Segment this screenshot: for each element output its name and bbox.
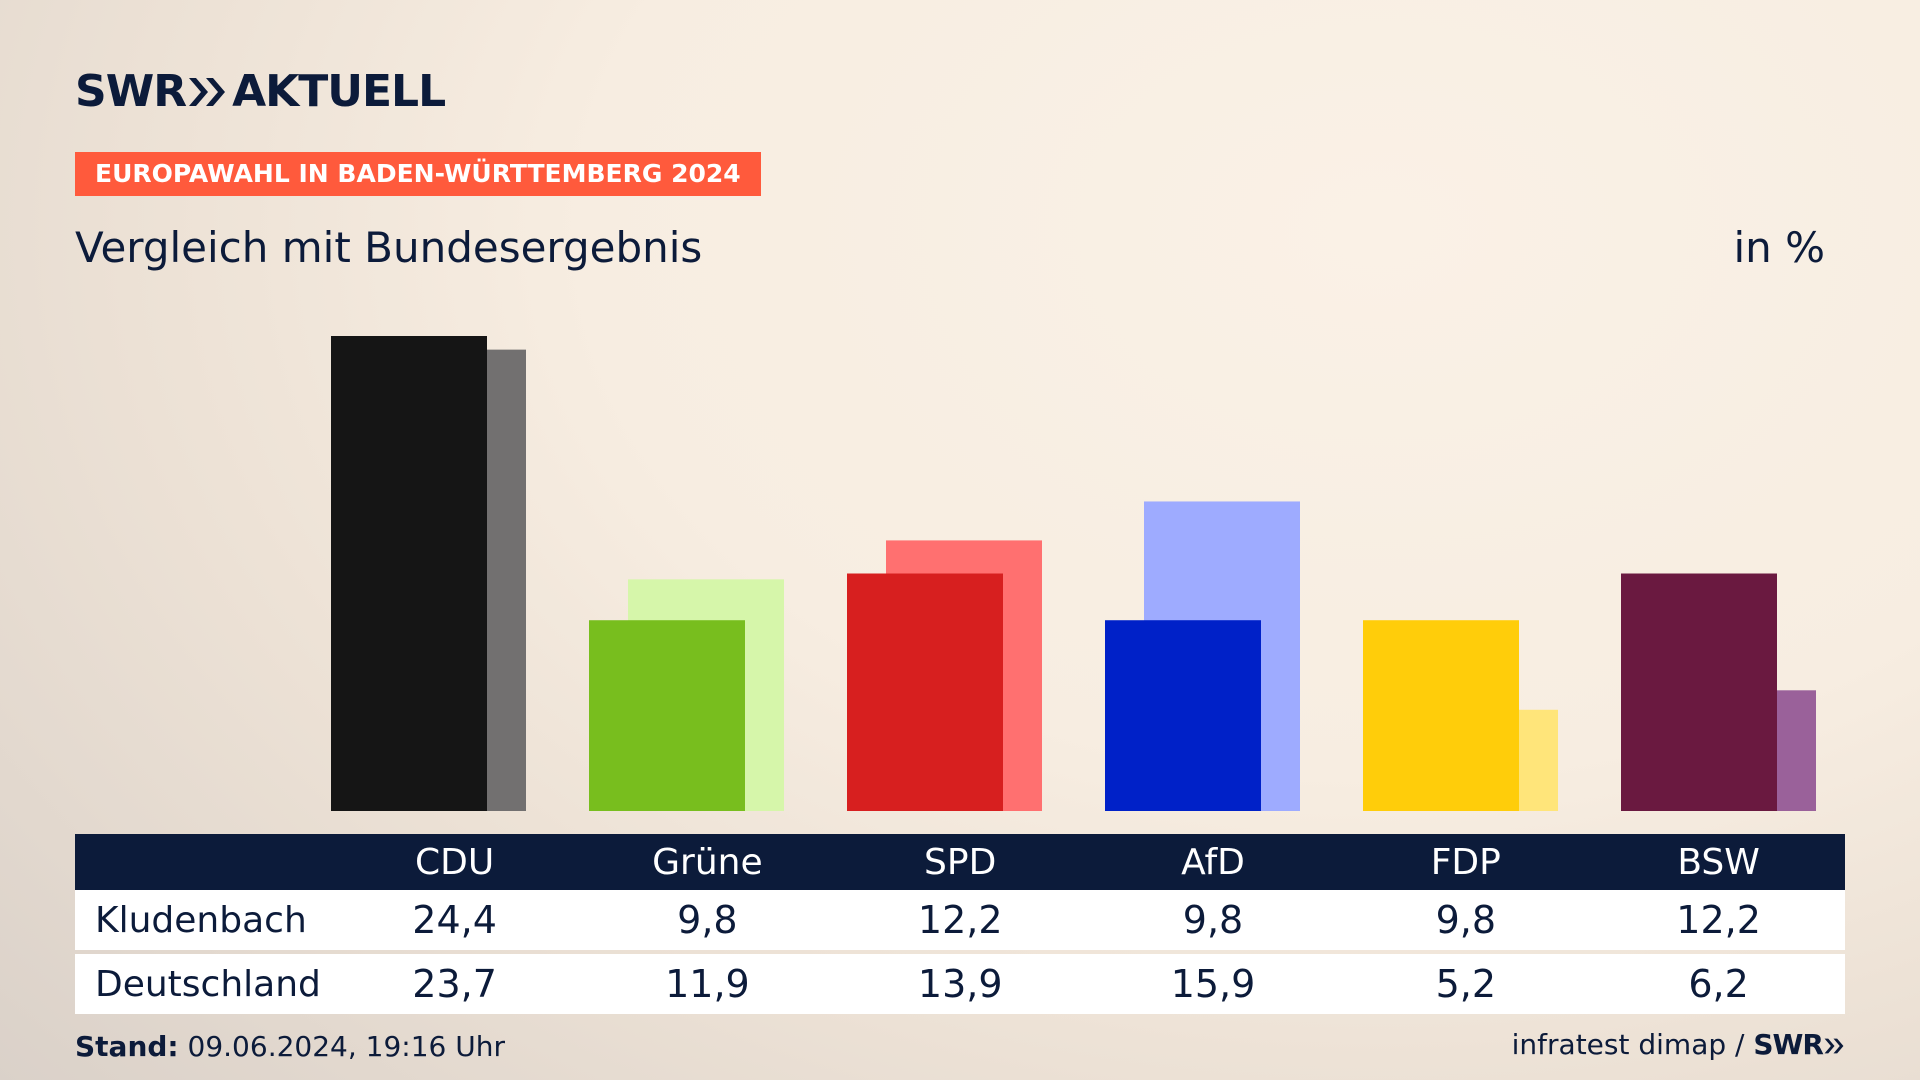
value-cell: 11,9 [665,962,750,1006]
table-header: CDU Grüne SPD AfD FDP BSW [75,834,1845,890]
value-cell: 12,2 [1676,898,1761,942]
results-table: CDU Grüne SPD AfD FDP BSW Kludenbach 24,… [75,834,1845,1014]
logo-product-text: AKTUELL [232,66,446,117]
header-bsw: BSW [1677,841,1760,883]
value-cell: 15,9 [1170,962,1256,1006]
row-label: Deutschland [95,963,321,1005]
row-label: Kludenbach [95,899,307,941]
source-text: infratest dimap / [1511,1028,1745,1061]
bar-kludenbach-cdu [331,336,487,811]
header-gruene: Grüne [652,841,763,883]
bar-kludenbach-fdp [1363,620,1519,811]
double-chevron-icon [189,78,226,106]
header-spd: SPD [924,841,997,883]
swr-aktuell-logo: SWR AKTUELL [75,70,446,114]
value-cell: 6,2 [1688,962,1749,1006]
chart-subtitle: Vergleich mit Bundesergebnis [75,223,703,272]
timestamp: Stand: 09.06.2024, 19:16 Uhr [75,1030,505,1063]
header-fdp: FDP [1430,841,1501,883]
value-cell: 9,8 [1182,898,1244,942]
value-cell: 23,7 [412,962,497,1006]
bar-kludenbach-afd [1105,620,1261,811]
value-cell: 13,9 [917,962,1003,1006]
source-brand: SWR [1753,1028,1824,1061]
stand-label: Stand: [75,1030,179,1063]
source-credit: infratest dimap / SWR [1512,1028,1845,1061]
header-afd: AfD [1181,841,1245,883]
election-badge: EUROPAWAHL IN BADEN-WÜRTTEMBERG 2024 [75,152,761,196]
header-cdu: CDU [414,841,495,883]
value-cell: 12,2 [917,898,1003,942]
bar-kludenbach-bsw [1621,573,1777,811]
table-row-deutschland: Deutschland 23,7 11,9 13,9 15,9 5,2 6,2 [75,954,1845,1014]
logo-swr-text: SWR [75,66,187,117]
unit-label: in % [1733,223,1825,272]
bar-chart [331,336,1816,811]
value-cell: 24,4 [412,898,497,942]
bar-kludenbach-grüne [589,620,745,811]
stand-value: 09.06.2024, 19:16 Uhr [187,1030,505,1063]
double-chevron-icon [1824,1038,1844,1054]
value-cell: 9,8 [1435,898,1496,942]
value-cell: 9,8 [677,898,738,942]
bar-kludenbach-spd [847,573,1003,811]
table-row-kludenbach: Kludenbach 24,4 9,8 12,2 9,8 9,8 12,2 [75,890,1845,950]
value-cell: 5,2 [1435,962,1496,1006]
